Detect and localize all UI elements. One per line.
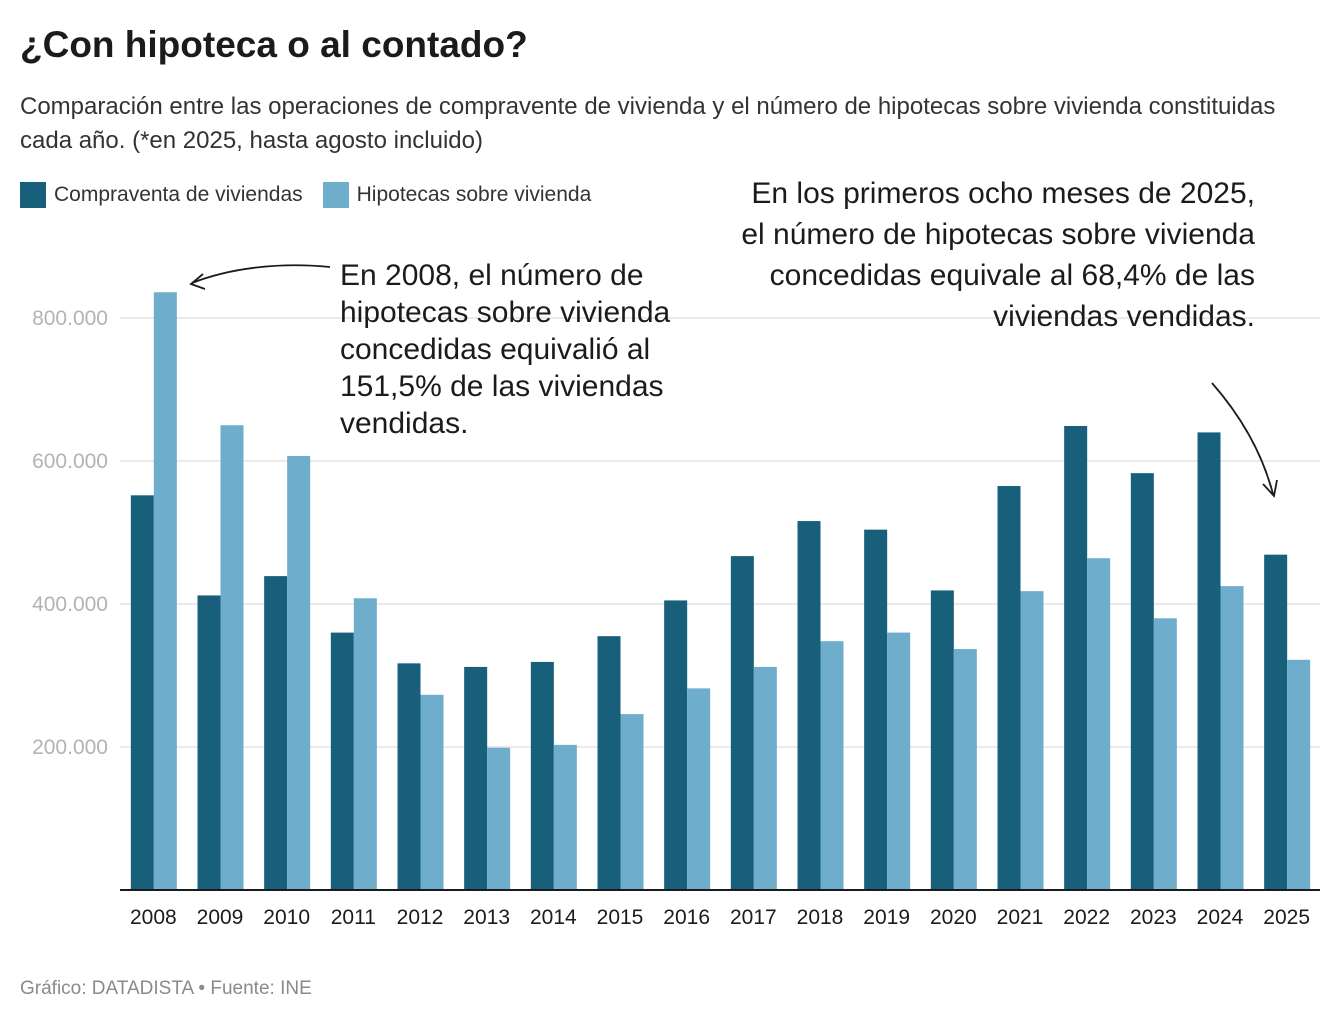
x-tick-label-2017: 2017 <box>730 906 777 929</box>
x-tick-label-2022: 2022 <box>1063 906 1110 929</box>
bar-hipotecas-2018 <box>820 641 844 890</box>
bar-hipotecas-2017 <box>753 666 777 890</box>
x-tick-label-2024: 2024 <box>1197 906 1244 929</box>
x-tick-label-2013: 2013 <box>463 906 510 929</box>
bar-compraventa-2014 <box>530 661 554 890</box>
y-tick-label: 200.000 <box>32 736 108 759</box>
bar-hipotecas-2022 <box>1087 558 1111 890</box>
bar-hipotecas-2008 <box>153 292 177 890</box>
bar-compraventa-2016 <box>664 600 688 890</box>
bar-hipotecas-2014 <box>553 744 577 890</box>
bar-hipotecas-2013 <box>487 747 511 890</box>
bar-hipotecas-2016 <box>687 688 711 890</box>
bar-compraventa-2025 <box>1264 554 1288 890</box>
bar-hipotecas-2012 <box>420 694 444 890</box>
bar-hipotecas-2010 <box>287 455 311 890</box>
bar-compraventa-2020 <box>930 590 954 890</box>
x-tick-label-2009: 2009 <box>197 906 244 929</box>
x-tick-label-2019: 2019 <box>863 906 910 929</box>
legend-item-compraventa: Compraventa de viviendas <box>20 182 303 208</box>
axes: 2008 2009 2010 2011 2012 2013 2014 2015 2016 2017… <box>120 889 1320 929</box>
chart-title: ¿Con hipoteca o al contado? <box>20 24 528 65</box>
bar-hipotecas-2011 <box>353 598 377 890</box>
y-tick-label: 400.000 <box>32 593 108 616</box>
bar-compraventa-2017 <box>730 556 754 890</box>
legend-item-hipotecas: Hipotecas sobre vivienda <box>322 182 592 208</box>
x-tick-label-2025: 2025 <box>1263 906 1310 929</box>
arrow-2025 <box>1211 382 1274 495</box>
annotation-arrows <box>189 264 1278 498</box>
bar-compraventa-2015 <box>597 636 621 890</box>
legend-label-compraventa: Compraventa de viviendas <box>54 183 303 206</box>
grid-lines: 200.000 400.000 600.000 800.000 <box>32 307 1320 759</box>
x-tick-label-2008: 2008 <box>130 906 177 929</box>
x-tick-label-2010: 2010 <box>263 906 310 929</box>
bar-compraventa-2008 <box>130 495 154 890</box>
x-tick-label-2011: 2011 <box>331 906 376 929</box>
x-tick-label-2014: 2014 <box>530 906 577 929</box>
legend-swatch-compraventa <box>20 182 46 208</box>
annotation-2025: En los primeros ocho meses de 2025, el n… <box>741 177 1255 333</box>
bar-compraventa-2012 <box>397 663 421 890</box>
arrow-2025-head <box>1262 479 1278 498</box>
legend-swatch-hipotecas <box>322 182 349 208</box>
bar-compraventa-2022 <box>1064 425 1088 890</box>
bar-compraventa-2009 <box>197 595 221 890</box>
bar-compraventa-2018 <box>797 521 821 890</box>
bar-hipotecas-2023 <box>1153 618 1177 890</box>
arrow-2008-head <box>189 273 206 290</box>
bar-compraventa-2024 <box>1197 432 1221 890</box>
arrow-2008 <box>191 264 331 284</box>
bar-compraventa-2013 <box>464 666 488 890</box>
bar-hipotecas-2025 <box>1287 659 1311 890</box>
bar-hipotecas-2015 <box>620 714 644 890</box>
legend: Compraventa de viviendas Hipotecas sobre… <box>20 182 611 208</box>
chart-subtitle: Comparación entre las operaciones de com… <box>20 93 1276 154</box>
x-tick-label-2020: 2020 <box>930 906 977 929</box>
x-tick-label-2016: 2016 <box>663 906 710 929</box>
bar-compraventa-2021 <box>997 486 1021 890</box>
bar-compraventa-2019 <box>864 529 888 890</box>
y-tick-label: 600.000 <box>32 450 108 473</box>
bar-compraventa-2023 <box>1130 473 1154 890</box>
x-tick-label-2012: 2012 <box>397 906 444 929</box>
bar-compraventa-2010 <box>264 576 288 890</box>
x-tick-label-2015: 2015 <box>597 906 644 929</box>
y-tick-label: 800.000 <box>32 307 108 330</box>
x-tick-label-2023: 2023 <box>1130 906 1177 929</box>
annotation-2008: En 2008, el número de hipotecas sobre vi… <box>340 259 671 440</box>
x-tick-label-2021: 2021 <box>997 906 1044 929</box>
legend-label-hipotecas: Hipotecas sobre vivienda <box>356 183 592 206</box>
bar-compraventa-2011 <box>330 632 354 890</box>
bar-hipotecas-2020 <box>953 649 977 890</box>
bar-hipotecas-2009 <box>220 425 244 890</box>
bar-hipotecas-2019 <box>887 632 911 890</box>
bar-hipotecas-2024 <box>1220 586 1244 890</box>
x-tick-label-2018: 2018 <box>797 906 844 929</box>
bar-hipotecas-2021 <box>1020 591 1044 890</box>
bars <box>130 292 1311 890</box>
source-footer: Gráfico: DATADISTA • Fuente: INE <box>20 978 312 999</box>
